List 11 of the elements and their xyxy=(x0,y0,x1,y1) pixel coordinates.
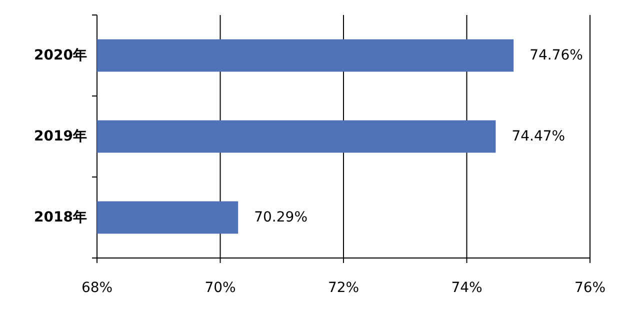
x-tick-label: 74% xyxy=(451,280,482,296)
data-label: 70.29% xyxy=(254,210,308,226)
data-label: 74.76% xyxy=(530,48,583,64)
y-tick-label: 2020年 xyxy=(34,48,87,64)
data-label: 74.47% xyxy=(512,128,566,144)
y-tick-label: 2019年 xyxy=(34,128,87,144)
x-tick-label: 72% xyxy=(328,280,360,296)
x-tick-label: 70% xyxy=(204,280,236,296)
x-tick-label: 76% xyxy=(574,280,606,296)
y-tick-label: 2018年 xyxy=(34,210,87,226)
x-tick-label: 68% xyxy=(81,280,113,296)
